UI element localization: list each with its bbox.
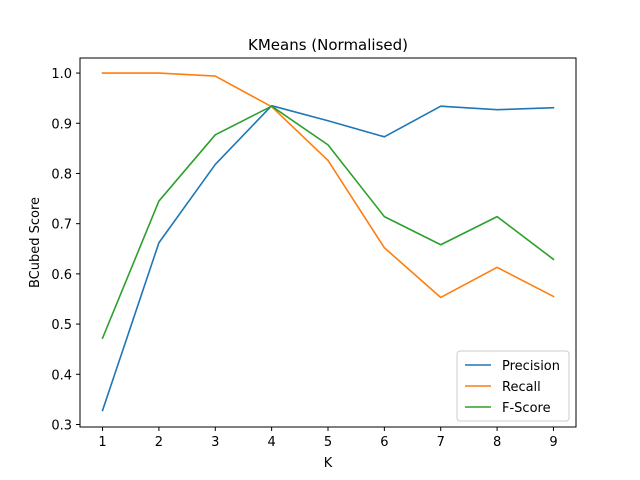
x-tick-label: 4 — [267, 435, 275, 450]
y-tick-label: 0.6 — [51, 268, 72, 283]
series-line-precision — [101, 104, 555, 412]
plot-area — [101, 72, 555, 412]
chart-title: KMeans (Normalised) — [248, 36, 408, 54]
series-line-recall — [101, 72, 555, 299]
legend-label: Precision — [502, 359, 560, 374]
x-tick-label: 8 — [493, 435, 501, 450]
y-tick-label: 0.9 — [51, 117, 72, 132]
series-line-f-score — [101, 105, 555, 340]
x-tick-label: 1 — [98, 435, 106, 450]
y-tick-label: 0.5 — [51, 318, 72, 333]
y-tick-label: 0.7 — [51, 218, 72, 233]
legend-box — [456, 350, 570, 422]
x-tick-label: 5 — [324, 435, 332, 450]
legend-label: Recall — [502, 380, 541, 395]
y-axis-label: BCubed Score — [28, 197, 43, 288]
y-tick-label: 1.0 — [51, 67, 72, 82]
y-tick-label: 0.3 — [51, 418, 72, 433]
x-tick-label: 2 — [155, 435, 163, 450]
x-axis-label: K — [324, 456, 333, 471]
x-tick-label: 6 — [380, 435, 388, 450]
y-tick-label: 0.4 — [51, 368, 72, 383]
y-tick-label: 0.8 — [51, 167, 72, 182]
axis-ticks: 1 2 3 4 5 6 7 8 9 0.3 0.4 0.5 0.6 0.7 0.8 0.9 1.0 — [51, 67, 557, 450]
legend-label: F-Score — [502, 401, 551, 416]
legend: Precision Recall F-Score — [456, 350, 570, 422]
x-tick-label: 7 — [437, 435, 445, 450]
x-tick-label: 9 — [549, 435, 557, 450]
x-tick-label: 3 — [211, 435, 219, 450]
